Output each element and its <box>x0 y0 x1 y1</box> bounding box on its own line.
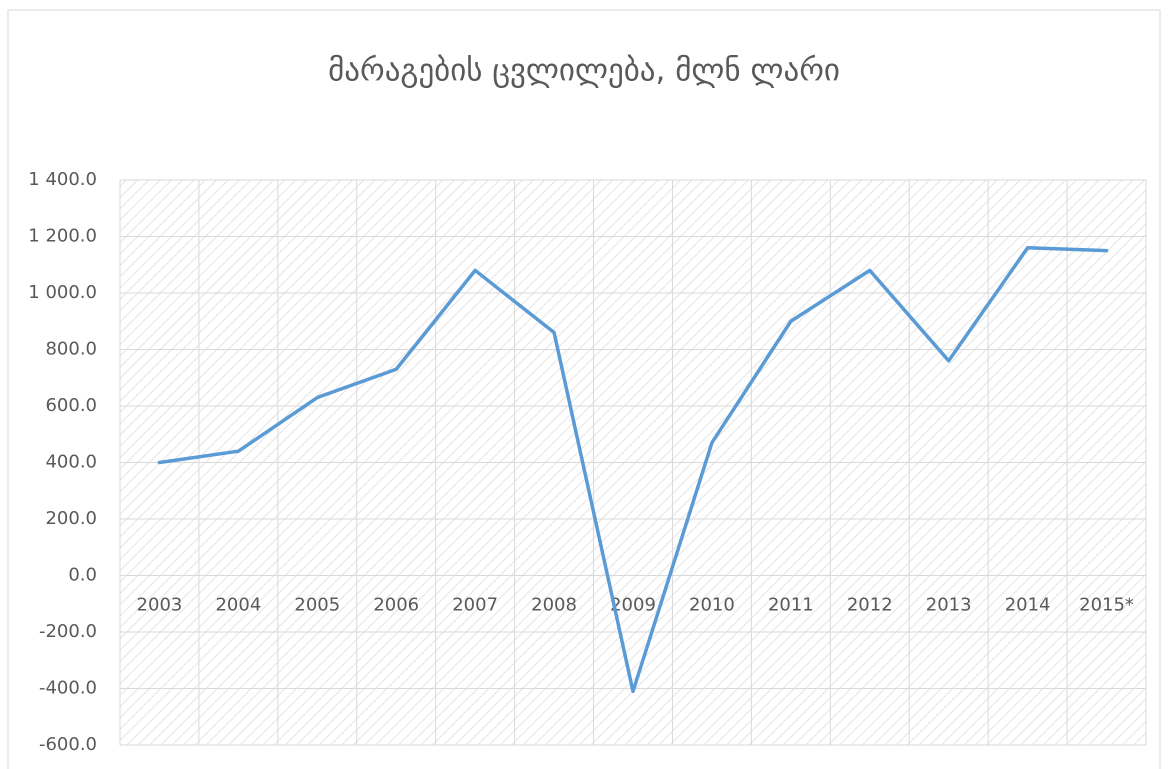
y-tick-label: 200.0 <box>45 508 97 529</box>
x-tick-label: 2015* <box>1079 595 1134 616</box>
x-tick-label: 2007 <box>452 595 498 616</box>
y-tick-label: 1 200.0 <box>28 226 97 247</box>
x-tick-label: 2013 <box>926 595 972 616</box>
x-tick-label: 2008 <box>531 595 577 616</box>
x-tick-label: 2012 <box>847 595 893 616</box>
chart-title: მარაგების ცვლილება, მლნ ლარი <box>328 53 840 89</box>
y-tick-label: 1 000.0 <box>28 282 97 303</box>
x-tick-label: 2014 <box>1005 595 1051 616</box>
x-tick-label: 2004 <box>215 595 261 616</box>
x-tick-label: 2006 <box>373 595 419 616</box>
y-tick-label: 800.0 <box>45 339 97 360</box>
y-tick-label: -200.0 <box>39 621 97 642</box>
data-line <box>157 246 1109 694</box>
y-tick-label: -400.0 <box>39 678 97 699</box>
x-tick-label: 2010 <box>689 595 735 616</box>
y-tick-label: 600.0 <box>45 395 97 416</box>
y-tick-label: 0.0 <box>68 565 97 586</box>
x-tick-label: 2005 <box>294 595 340 616</box>
y-tick-label: -600.0 <box>39 734 97 755</box>
x-tick-label: 2009 <box>610 595 656 616</box>
x-tick-label: 2003 <box>137 595 183 616</box>
y-tick-label: 400.0 <box>45 452 97 473</box>
y-tick-label: 1 400.0 <box>28 169 97 190</box>
x-tick-label: 2011 <box>768 595 814 616</box>
